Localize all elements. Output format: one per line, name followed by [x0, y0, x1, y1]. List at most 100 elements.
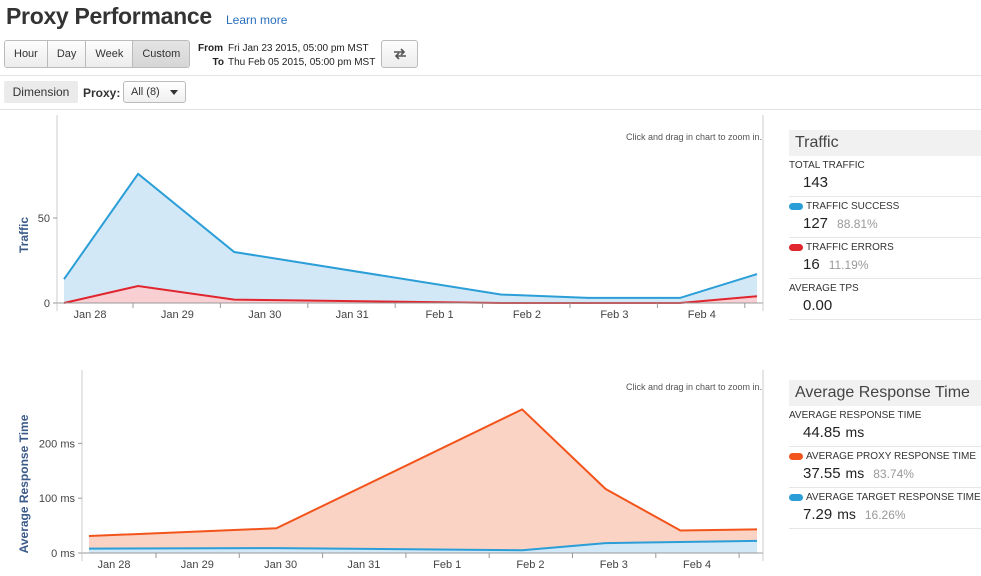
zoom-hint-response: Click and drag in chart to zoom in.	[626, 382, 763, 392]
y-axis-label: Traffic	[17, 217, 31, 253]
x-tick-label: Feb 1	[426, 309, 454, 321]
metric-percent: 83.74%	[873, 467, 914, 481]
x-tick-label: Feb 2	[513, 309, 541, 321]
to-value[interactable]: Thu Feb 05 2015, 05:00 pm MST	[228, 57, 376, 68]
to-row: To Thu Feb 05 2015, 05:00 pm MST	[198, 56, 376, 70]
metric-label-text: AVERAGE RESPONSE TIME	[789, 410, 922, 421]
x-tick-label: Feb 3	[600, 309, 628, 321]
metric-percent: 88.81%	[837, 217, 878, 231]
metric-label: AVERAGE RESPONSE TIME	[789, 410, 981, 421]
response-panel-title: Average Response Time	[789, 380, 981, 406]
y-tick-label: 100 ms	[39, 493, 76, 505]
to-label: To	[212, 57, 224, 68]
x-tick-label: Jan 30	[264, 559, 297, 571]
metric-value: 44.85 ms	[803, 424, 981, 441]
metric-value: 0.00	[803, 297, 981, 314]
proxy-select-value: All (8)	[131, 86, 160, 98]
legend-swatch	[789, 244, 803, 251]
metric-item: TRAFFIC SUCCESS 127 88.81%	[789, 197, 981, 238]
swap-arrows-button[interactable]	[381, 40, 418, 68]
x-tick-label: Jan 31	[347, 559, 380, 571]
metric-number: 16	[803, 256, 820, 273]
proxy-select[interactable]: All (8)	[123, 81, 186, 103]
metric-number: 0.00	[803, 297, 833, 314]
metric-item: AVERAGE TARGET RESPONSE TIME 7.29 ms 16.26%	[789, 488, 981, 529]
x-tick-label: Feb 4	[683, 559, 711, 571]
metric-value: 127 88.81%	[803, 215, 981, 232]
page-title: Proxy Performance	[6, 3, 212, 29]
learn-more-link[interactable]: Learn more	[226, 13, 288, 27]
from-label: From	[198, 43, 223, 54]
series-area	[89, 540, 757, 553]
metric-item: AVERAGE PROXY RESPONSE TIME 37.55 ms 83.74%	[789, 447, 981, 488]
metric-number: 127	[803, 215, 829, 232]
swap-arrows-icon	[393, 48, 406, 60]
x-tick-label: Feb 3	[600, 559, 628, 571]
metric-label: TOTAL TRAFFIC	[789, 160, 981, 171]
metric-label-text: AVERAGE TARGET RESPONSE TIME	[806, 492, 981, 503]
metric-unit: ms	[845, 465, 865, 481]
traffic-panel: Traffic TOTAL TRAFFIC 143 TRAFFIC SUCCESS 1…	[789, 130, 981, 320]
range-day-button[interactable]: Day	[47, 41, 87, 67]
series-line	[88, 539, 758, 552]
x-tick-label: Feb 4	[688, 309, 716, 321]
metric-number: 37.55	[803, 465, 841, 482]
time-range-group: Hour Day Week Custom	[4, 40, 191, 68]
series-line	[88, 408, 758, 537]
series-line	[63, 172, 758, 299]
from-row: From Fri Jan 23 2015, 05:00 pm MST	[198, 42, 375, 56]
divider	[0, 75, 981, 76]
x-tick-label: Jan 31	[336, 309, 369, 321]
x-tick-label: Feb 2	[516, 559, 544, 571]
legend-swatch	[789, 494, 803, 501]
metric-value: 37.55 ms 83.74%	[803, 465, 981, 482]
metric-unit: ms	[837, 506, 856, 522]
x-tick-label: Feb 1	[433, 559, 461, 571]
metric-number: 44.85	[803, 424, 841, 441]
x-tick-label: Jan 28	[97, 559, 130, 571]
metric-percent: 16.26%	[864, 508, 906, 522]
range-hour-button[interactable]: Hour	[5, 41, 48, 67]
y-tick-label: 200 ms	[39, 438, 76, 450]
divider	[0, 109, 981, 110]
y-tick-label: 50	[38, 213, 50, 225]
metric-number: 7.29	[803, 506, 833, 523]
metric-label: AVERAGE PROXY RESPONSE TIME	[789, 451, 981, 462]
x-tick-label: Jan 29	[181, 559, 214, 571]
metric-percent: 11.19%	[828, 258, 869, 272]
metric-value: 143	[803, 174, 981, 191]
metric-label-text: TOTAL TRAFFIC	[789, 160, 865, 171]
metric-label: AVERAGE TPS	[789, 283, 981, 294]
from-value[interactable]: Fri Jan 23 2015, 05:00 pm MST	[228, 43, 369, 54]
proxy-label: Proxy:	[83, 86, 121, 100]
x-tick-label: Jan 30	[248, 309, 281, 321]
series-area	[64, 173, 757, 303]
x-tick-label: Jan 29	[161, 309, 194, 321]
metric-label-text: TRAFFIC ERRORS	[806, 242, 894, 253]
traffic-panel-title: Traffic	[789, 130, 981, 156]
date-range: From Fri Jan 23 2015, 05:00 pm MST To Thu …	[198, 42, 375, 70]
metric-label-text: TRAFFIC SUCCESS	[806, 201, 900, 212]
metric-item: AVERAGE RESPONSE TIME 44.85 ms	[789, 406, 981, 447]
metric-item: TOTAL TRAFFIC 143	[789, 156, 981, 197]
metric-item: TRAFFIC ERRORS 16 11.19%	[789, 238, 981, 279]
range-week-button[interactable]: Week	[86, 41, 134, 67]
metric-label-text: AVERAGE PROXY RESPONSE TIME	[806, 451, 977, 462]
metric-value: 7.29 ms 16.26%	[803, 506, 981, 523]
y-tick-label: 0 ms	[51, 548, 75, 560]
zoom-hint-traffic: Click and drag in chart to zoom in.	[626, 132, 763, 142]
x-tick-label: Jan 28	[73, 309, 106, 321]
legend-swatch	[789, 453, 803, 460]
y-axis-label: Average Response Time	[17, 414, 31, 553]
metric-value: 16 11.19%	[803, 256, 981, 273]
metric-item: AVERAGE TPS 0.00	[789, 279, 981, 320]
dimension-tab[interactable]: Dimension	[4, 81, 78, 103]
chevron-down-icon	[170, 90, 178, 95]
metric-number: 143	[803, 174, 829, 191]
y-tick-label: 0	[44, 298, 50, 310]
metric-label: TRAFFIC ERRORS	[789, 242, 981, 253]
range-custom-button[interactable]: Custom	[133, 41, 190, 67]
metric-label: AVERAGE TARGET RESPONSE TIME	[789, 492, 981, 503]
